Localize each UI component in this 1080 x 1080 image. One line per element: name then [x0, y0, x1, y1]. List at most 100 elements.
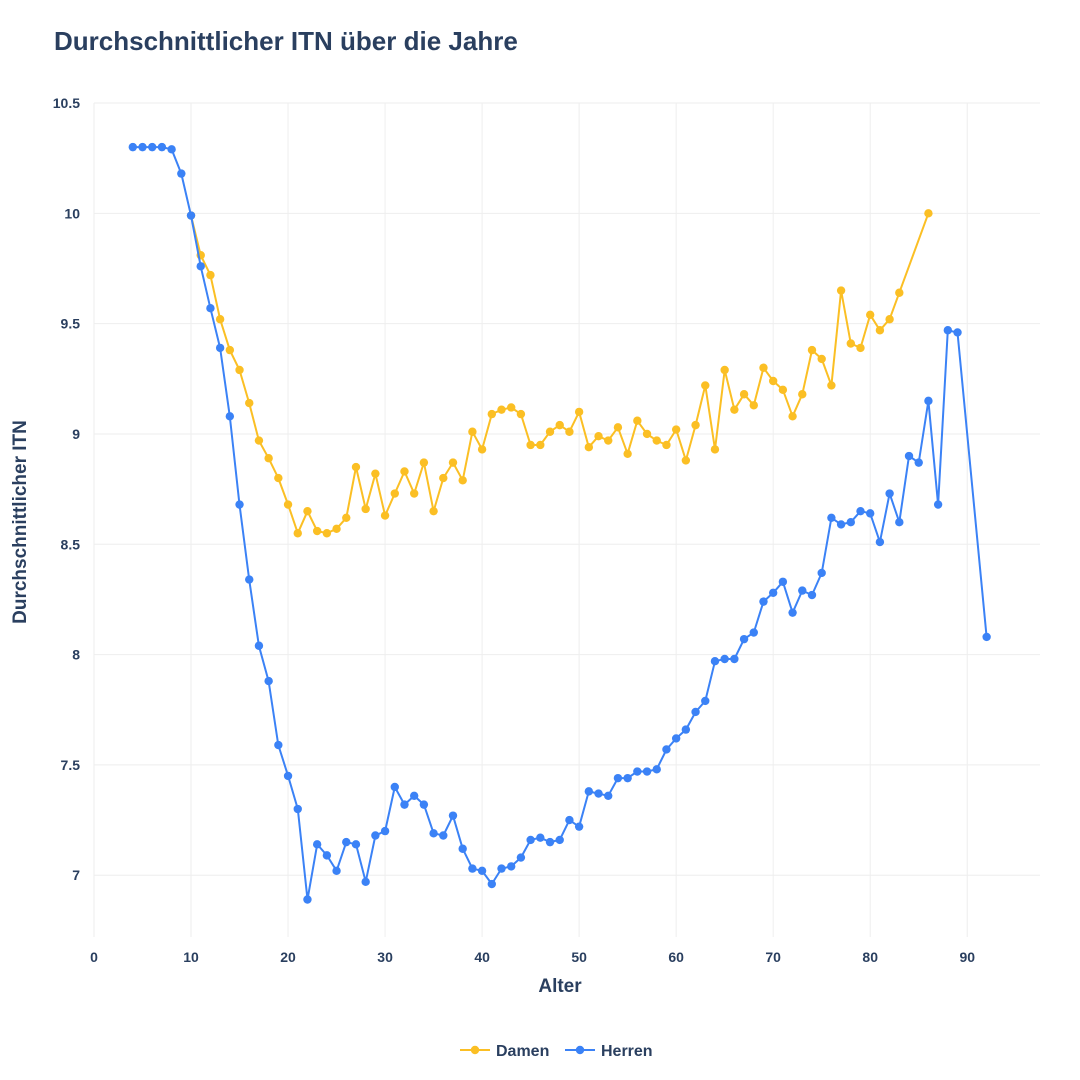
- data-point-damen: [487, 409, 497, 419]
- data-point-herren: [196, 262, 205, 271]
- x-tick-label: 30: [377, 949, 393, 965]
- data-point-damen: [710, 445, 720, 454]
- data-point-herren: [768, 588, 778, 598]
- data-point-damen: [895, 288, 904, 297]
- data-point-damen: [788, 412, 797, 421]
- data-point-herren: [633, 767, 642, 776]
- data-point-herren: [574, 822, 584, 831]
- data-point-herren: [671, 734, 681, 743]
- data-point-herren: [507, 862, 516, 871]
- data-point-damen: [584, 442, 594, 452]
- y-tick-label: 10.5: [53, 95, 80, 111]
- x-tick-label: 80: [862, 949, 878, 965]
- legend-item-herren[interactable]: Herren: [565, 1043, 653, 1060]
- data-point-damen: [477, 445, 487, 454]
- data-point-damen: [254, 436, 264, 445]
- data-point-herren: [730, 654, 739, 664]
- data-point-herren: [555, 835, 564, 845]
- data-point-damen: [303, 506, 312, 516]
- data-point-damen: [778, 385, 788, 395]
- series-line-herren: [132, 146, 988, 901]
- data-point-damen: [371, 469, 380, 478]
- data-point-herren: [604, 791, 613, 800]
- data-point-herren: [303, 895, 312, 904]
- data-point-damen: [409, 489, 419, 498]
- data-point-herren: [545, 837, 555, 847]
- data-point-herren: [312, 840, 322, 849]
- data-point-damen: [225, 345, 235, 355]
- data-point-herren: [807, 590, 817, 600]
- data-point-damen: [671, 425, 681, 434]
- data-point-herren: [138, 142, 147, 152]
- data-point-damen: [400, 467, 409, 476]
- data-point-herren: [681, 725, 691, 734]
- data-point-damen: [701, 381, 710, 390]
- data-point-herren: [371, 831, 380, 840]
- data-point-damen: [264, 454, 273, 463]
- x-tick-label: 90: [959, 949, 975, 965]
- data-point-herren: [264, 676, 273, 686]
- data-point-herren: [487, 879, 497, 889]
- data-point-damen: [351, 462, 361, 472]
- data-point-damen: [322, 529, 332, 538]
- data-point-herren: [342, 837, 351, 847]
- legend-item-damen[interactable]: Damen: [460, 1043, 549, 1060]
- data-point-damen: [924, 209, 933, 218]
- data-point-damen: [807, 345, 817, 355]
- chart-title: Durchschnittlicher ITN über die Jahre: [54, 26, 518, 56]
- data-point-damen: [633, 416, 642, 425]
- x-tick-label: 40: [474, 949, 490, 965]
- series-herren: [128, 142, 991, 904]
- data-point-herren: [788, 608, 797, 617]
- data-point-herren: [235, 500, 244, 509]
- data-point-herren: [322, 851, 332, 860]
- data-point-herren: [817, 568, 826, 578]
- data-point-damen: [507, 403, 516, 412]
- data-point-damen: [361, 504, 370, 514]
- data-point-herren: [701, 696, 710, 706]
- data-point-damen: [274, 473, 283, 483]
- data-point-herren: [798, 586, 807, 595]
- data-point-herren: [128, 142, 138, 152]
- data-point-herren: [691, 707, 700, 717]
- data-point-herren: [846, 518, 855, 527]
- data-point-herren: [710, 657, 720, 666]
- data-point-herren: [953, 328, 962, 337]
- data-point-damen: [283, 500, 293, 509]
- data-point-herren: [565, 815, 574, 825]
- data-point-herren: [739, 634, 749, 644]
- legend[interactable]: Damen Herren: [460, 1043, 653, 1060]
- data-point-herren: [148, 142, 157, 152]
- data-point-damen: [866, 310, 875, 320]
- data-point-herren: [254, 641, 264, 650]
- data-point-herren: [536, 833, 545, 842]
- data-point-damen: [206, 270, 215, 280]
- data-point-damen: [720, 365, 729, 375]
- data-point-herren: [827, 513, 836, 522]
- data-point-damen: [497, 405, 506, 414]
- data-point-damen: [768, 376, 778, 386]
- data-point-herren: [332, 866, 341, 876]
- data-point-damen: [448, 458, 458, 467]
- data-point-damen: [429, 506, 438, 516]
- y-tick-label: 7.5: [61, 757, 81, 773]
- data-point-herren: [516, 853, 526, 862]
- data-point-damen: [390, 489, 399, 498]
- data-point-damen: [856, 343, 865, 353]
- data-point-damen: [594, 431, 603, 441]
- data-point-herren: [982, 632, 991, 642]
- data-point-herren: [623, 773, 632, 783]
- data-point-damen: [642, 429, 652, 439]
- data-point-herren: [400, 800, 409, 809]
- data-point-damen: [623, 449, 632, 459]
- data-point-herren: [468, 864, 477, 873]
- data-point-damen: [342, 513, 351, 522]
- data-point-herren: [594, 789, 603, 798]
- data-point-damen: [468, 427, 477, 436]
- data-point-herren: [215, 343, 225, 353]
- data-point-damen: [245, 398, 254, 408]
- data-point-damen: [662, 440, 671, 450]
- data-point-herren: [914, 458, 923, 467]
- data-point-damen: [739, 390, 749, 399]
